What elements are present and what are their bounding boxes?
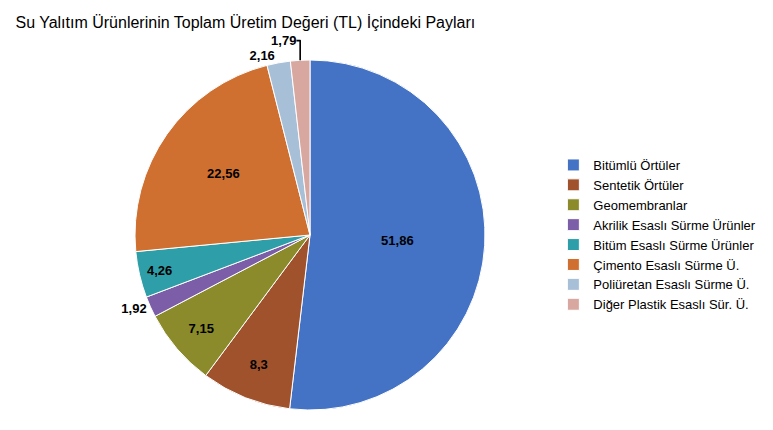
svg-text:51,86: 51,86 (381, 233, 414, 248)
svg-text:1,92: 1,92 (121, 301, 146, 316)
svg-text:Bitüm Esaslı Sürme Ürünler: Bitüm Esaslı Sürme Ürünler (593, 238, 754, 253)
svg-text:7,15: 7,15 (189, 321, 214, 336)
svg-text:Su Yalıtım Ürünlerinin Toplam: Su Yalıtım Ürünlerinin Toplam Üretim Değ… (15, 13, 475, 31)
svg-text:Poliüretan Esaslı Sürme Ü.: Poliüretan Esaslı Sürme Ü. (593, 277, 749, 292)
svg-text:1,79: 1,79 (271, 33, 296, 48)
svg-text:Çimento Esaslı Sürme Ü.: Çimento Esaslı Sürme Ü. (593, 258, 739, 273)
svg-text:Diğer Plastik Esaslı Sür. Ü.: Diğer Plastik Esaslı Sür. Ü. (593, 297, 748, 312)
svg-text:Bitümlü Örtüler: Bitümlü Örtüler (593, 158, 680, 173)
svg-text:22,56: 22,56 (207, 166, 240, 181)
svg-text:8,3: 8,3 (250, 357, 268, 372)
svg-text:Sentetik Örtüler: Sentetik Örtüler (593, 178, 684, 193)
svg-text:4,26: 4,26 (147, 263, 172, 278)
svg-text:2,16: 2,16 (250, 48, 275, 63)
svg-text:Akrilik Esaslı Sürme Ürünler: Akrilik Esaslı Sürme Ürünler (593, 218, 755, 233)
svg-text:Geomembranlar: Geomembranlar (593, 198, 688, 213)
